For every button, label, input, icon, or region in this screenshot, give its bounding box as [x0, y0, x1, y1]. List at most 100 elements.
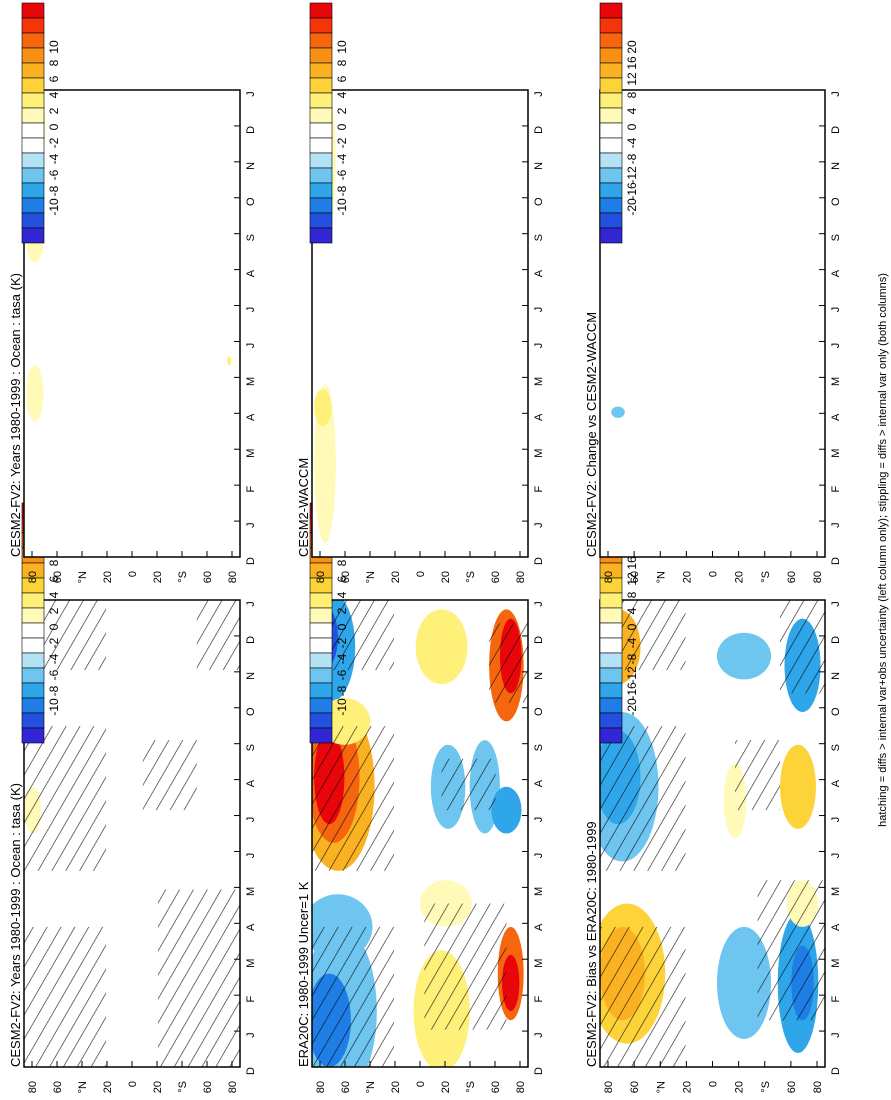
- colorbar-label: 0: [625, 123, 639, 130]
- lat-label: 60: [52, 1081, 64, 1093]
- lat-label: °S: [760, 1081, 772, 1093]
- month-label: J: [245, 307, 257, 313]
- colorbar-label: -8: [335, 685, 349, 696]
- colorbar-swatch: [599, 227, 623, 244]
- hatching-region: [441, 758, 496, 811]
- colorbar-label: 0: [47, 123, 61, 130]
- contour-region: [227, 356, 232, 366]
- colorbar-swatch: [309, 182, 333, 199]
- panel-title: CESM2-WACCM: [296, 458, 311, 557]
- colorbar-swatch: [21, 167, 45, 184]
- colorbar-swatch: [309, 152, 333, 169]
- colorbar-label: 8: [625, 591, 639, 598]
- panel-plot-area: [312, 600, 528, 1067]
- colorbar-label: 0: [335, 623, 349, 630]
- lat-label: °S: [177, 571, 189, 583]
- lat-label: 80: [812, 571, 824, 583]
- month-label: A: [245, 779, 257, 787]
- lat-label: 80: [515, 571, 527, 583]
- colorbar-swatch: [309, 92, 333, 109]
- lat-label: 60: [52, 571, 64, 583]
- colorbar-swatch: [21, 592, 45, 609]
- month-label: D: [533, 1067, 545, 1075]
- colorbar-swatch: [599, 152, 623, 169]
- colorbar-label: -2: [335, 137, 349, 148]
- month-label: D: [245, 636, 257, 644]
- colorbar-swatch: [599, 637, 623, 654]
- colorbar-swatch: [21, 197, 45, 214]
- colorbar-label: 4: [335, 591, 349, 598]
- lat-label: °N: [655, 1081, 667, 1093]
- month-label: S: [245, 234, 257, 241]
- colorbar-swatch: [599, 182, 623, 199]
- lat-label: 80: [315, 1081, 327, 1093]
- lat-label: °S: [465, 1081, 477, 1093]
- lat-label: °S: [177, 1081, 189, 1093]
- colorbar-label: 12: [625, 72, 639, 86]
- colorbar-label: -16: [625, 182, 639, 200]
- colorbar-swatch: [599, 122, 623, 139]
- colorbar-label: -8: [47, 685, 61, 696]
- contour-region: [611, 406, 625, 418]
- hatching-region: [424, 903, 507, 1030]
- colorbar-label: -12: [625, 666, 639, 684]
- month-label: F: [245, 486, 257, 493]
- hatching-region: [600, 926, 686, 1067]
- month-label: J: [245, 91, 257, 97]
- month-label: J: [830, 1032, 842, 1038]
- colorbar-swatch: [21, 2, 45, 19]
- colorbar-swatch: [599, 622, 623, 639]
- month-label: S: [830, 744, 842, 751]
- lat-label: 20: [152, 1081, 164, 1093]
- colorbar-label: 4: [47, 91, 61, 98]
- month-label: A: [245, 923, 257, 931]
- colorbar-swatch: [21, 77, 45, 94]
- month-label: J: [533, 91, 545, 97]
- lat-label: 0: [708, 1081, 720, 1087]
- hatching-region: [600, 726, 686, 871]
- month-label: M: [533, 377, 545, 386]
- month-label: D: [245, 126, 257, 134]
- colorbar-swatch: [599, 727, 623, 744]
- month-label: F: [830, 486, 842, 493]
- colorbar-swatch: [309, 122, 333, 139]
- colorbar-label: -10: [335, 198, 349, 216]
- colorbar-swatch: [21, 122, 45, 139]
- month-label: J: [245, 853, 257, 859]
- lat-label: °S: [465, 571, 477, 583]
- lat-label: 80: [27, 1081, 39, 1093]
- lat-label: 60: [629, 1081, 641, 1093]
- colorbar-label: -2: [335, 637, 349, 648]
- colorbar-label: -2: [47, 637, 61, 648]
- colorbar-swatch: [21, 622, 45, 639]
- colorbar-swatch: [21, 107, 45, 124]
- colorbar-label: 12: [625, 572, 639, 586]
- month-label: S: [533, 744, 545, 751]
- colorbar-label: 0: [335, 123, 349, 130]
- colorbar-swatch: [309, 697, 333, 714]
- lat-label: °N: [655, 571, 667, 583]
- colorbar-swatch: [599, 32, 623, 49]
- hatching-region: [24, 926, 107, 1067]
- colorbar-swatch: [309, 727, 333, 744]
- lat-label: 80: [227, 571, 239, 583]
- colorbar-swatch: [309, 47, 333, 64]
- lat-label: 20: [440, 571, 452, 583]
- colorbar-label: -10: [47, 698, 61, 716]
- lat-label: 60: [786, 1081, 798, 1093]
- month-label: J: [533, 601, 545, 607]
- colorbar-label: 2: [335, 607, 349, 614]
- lat-label: 60: [202, 1081, 214, 1093]
- month-label: A: [533, 269, 545, 277]
- colorbar-swatch: [599, 62, 623, 79]
- colorbar-label: -6: [335, 169, 349, 180]
- hatching-region: [196, 600, 240, 671]
- lat-label: °N: [77, 571, 89, 583]
- month-label: D: [830, 636, 842, 644]
- lat-label: 20: [681, 1081, 693, 1093]
- month-label: A: [245, 269, 257, 277]
- lat-label: 0: [127, 571, 139, 577]
- colorbar-swatch: [21, 182, 45, 199]
- month-label: M: [830, 959, 842, 968]
- colorbar-swatch: [21, 137, 45, 154]
